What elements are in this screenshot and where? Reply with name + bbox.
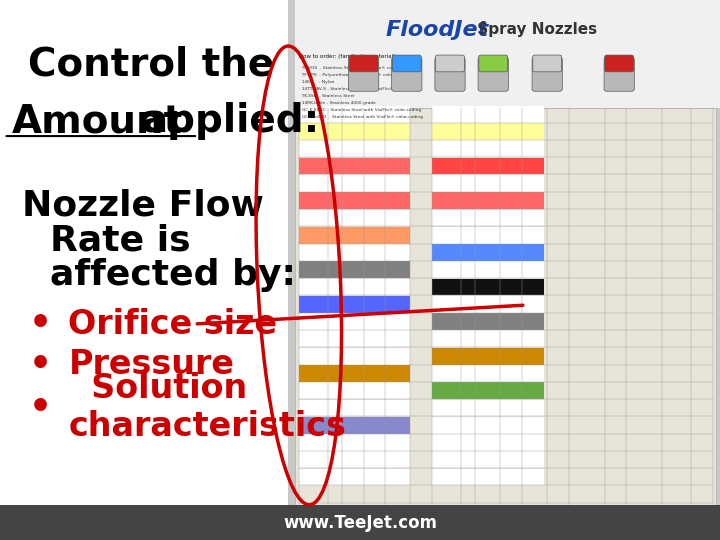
- Text: TF-VPS  - Polyurethane with VisiFlo® color-coding: TF-VPS - Polyurethane with VisiFlo® colo…: [299, 72, 410, 77]
- FancyBboxPatch shape: [299, 348, 410, 364]
- FancyBboxPatch shape: [299, 417, 410, 434]
- Text: Orifice size: Orifice size: [68, 307, 277, 341]
- Text: •: •: [29, 307, 52, 341]
- FancyBboxPatch shape: [299, 123, 410, 140]
- FancyBboxPatch shape: [299, 244, 410, 261]
- FancyBboxPatch shape: [299, 451, 410, 468]
- FancyBboxPatch shape: [299, 227, 410, 244]
- FancyBboxPatch shape: [392, 57, 422, 91]
- Text: QC-K-SS KC - Stainless Steel with VisiFlo® color-coding: QC-K-SS KC - Stainless Steel with VisiFl…: [299, 107, 421, 112]
- FancyBboxPatch shape: [432, 192, 544, 209]
- FancyBboxPatch shape: [432, 106, 544, 123]
- FancyBboxPatch shape: [392, 55, 421, 72]
- FancyBboxPatch shape: [436, 55, 464, 72]
- Text: •: •: [29, 391, 52, 424]
- FancyBboxPatch shape: [604, 57, 634, 91]
- FancyBboxPatch shape: [432, 210, 544, 226]
- Text: How to order: (family, tip material): How to order: (family, tip material): [299, 54, 395, 59]
- Text: Control the: Control the: [28, 46, 274, 84]
- FancyBboxPatch shape: [432, 434, 544, 451]
- FancyBboxPatch shape: [432, 244, 544, 261]
- FancyBboxPatch shape: [299, 106, 410, 123]
- Text: www.TeeJet.com: www.TeeJet.com: [283, 514, 437, 532]
- FancyBboxPatch shape: [348, 57, 379, 91]
- Text: TK-SS6  - Stainless Steel: TK-SS6 - Stainless Steel: [299, 93, 354, 98]
- FancyBboxPatch shape: [299, 140, 410, 157]
- FancyBboxPatch shape: [299, 296, 410, 313]
- Text: •: •: [29, 348, 52, 381]
- FancyBboxPatch shape: [432, 158, 544, 174]
- FancyBboxPatch shape: [432, 261, 544, 278]
- FancyBboxPatch shape: [432, 313, 544, 330]
- Text: 14KG    - Nylon: 14KG - Nylon: [299, 79, 334, 84]
- FancyBboxPatch shape: [295, 0, 720, 108]
- Text: 14RK-table - Stainless 4000 grade: 14RK-table - Stainless 4000 grade: [299, 100, 376, 105]
- FancyBboxPatch shape: [432, 279, 544, 295]
- FancyBboxPatch shape: [299, 365, 410, 382]
- Text: Solution
characteristics: Solution characteristics: [68, 372, 346, 443]
- FancyBboxPatch shape: [432, 382, 544, 399]
- Text: QC11-nWKI  - Stainless Steel with VisiFlo® color-coding: QC11-nWKI - Stainless Steel with VisiFlo…: [299, 114, 423, 119]
- Text: 14TT-VAV-S - Stainless Steel with VisiFlo® color-coding: 14TT-VAV-S - Stainless Steel with VisiFl…: [299, 86, 421, 91]
- FancyBboxPatch shape: [299, 192, 410, 209]
- Text: affected by:: affected by:: [50, 259, 296, 292]
- Text: Nozzle Flow: Nozzle Flow: [22, 188, 264, 222]
- FancyBboxPatch shape: [299, 261, 410, 278]
- FancyBboxPatch shape: [432, 330, 544, 347]
- FancyBboxPatch shape: [299, 313, 410, 330]
- Text: applied:: applied:: [141, 103, 320, 140]
- FancyBboxPatch shape: [288, 0, 720, 540]
- FancyBboxPatch shape: [432, 123, 544, 140]
- Text: TK-VGS  - Stainless Steel with VisiFlo® color-coding: TK-VGS - Stainless Steel with VisiFlo® c…: [299, 65, 413, 70]
- FancyBboxPatch shape: [299, 469, 410, 485]
- FancyBboxPatch shape: [299, 400, 410, 416]
- Text: Amount: Amount: [12, 103, 183, 140]
- FancyBboxPatch shape: [0, 505, 720, 540]
- FancyBboxPatch shape: [533, 55, 562, 72]
- FancyBboxPatch shape: [479, 55, 508, 72]
- FancyBboxPatch shape: [299, 279, 410, 295]
- FancyBboxPatch shape: [299, 210, 410, 226]
- FancyBboxPatch shape: [432, 469, 544, 485]
- FancyBboxPatch shape: [435, 57, 465, 91]
- FancyBboxPatch shape: [349, 55, 378, 72]
- FancyBboxPatch shape: [295, 108, 716, 505]
- FancyBboxPatch shape: [432, 400, 544, 416]
- FancyBboxPatch shape: [432, 348, 544, 364]
- FancyBboxPatch shape: [532, 57, 562, 91]
- FancyBboxPatch shape: [432, 451, 544, 468]
- FancyBboxPatch shape: [299, 330, 410, 347]
- FancyBboxPatch shape: [0, 0, 302, 540]
- Text: Pressure: Pressure: [68, 348, 235, 381]
- FancyBboxPatch shape: [478, 57, 508, 91]
- Text: Spray Nozzles: Spray Nozzles: [472, 22, 597, 37]
- FancyBboxPatch shape: [299, 382, 410, 399]
- FancyBboxPatch shape: [605, 55, 634, 72]
- Text: FloodJet: FloodJet: [385, 19, 488, 40]
- FancyBboxPatch shape: [432, 417, 544, 434]
- Text: Rate is: Rate is: [50, 224, 191, 257]
- FancyBboxPatch shape: [299, 434, 410, 451]
- FancyBboxPatch shape: [432, 365, 544, 382]
- FancyBboxPatch shape: [432, 175, 544, 192]
- FancyBboxPatch shape: [432, 140, 544, 157]
- FancyBboxPatch shape: [299, 175, 410, 192]
- FancyBboxPatch shape: [432, 227, 544, 244]
- FancyBboxPatch shape: [299, 158, 410, 174]
- FancyBboxPatch shape: [432, 296, 544, 313]
